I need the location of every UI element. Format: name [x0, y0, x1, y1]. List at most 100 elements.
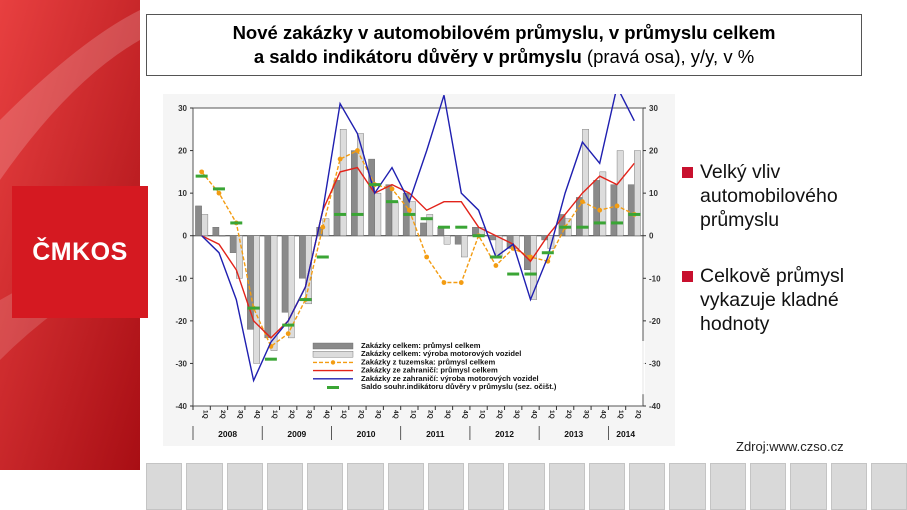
- series-point: [441, 280, 447, 285]
- bar: [512, 235, 520, 249]
- y-tick-label-right: 10: [649, 189, 658, 198]
- title-line-1: Nové zakázky v automobilovém průmyslu, v…: [232, 22, 776, 43]
- y-tick-label-left: 20: [178, 147, 187, 156]
- bullet-square-icon: [682, 167, 693, 178]
- indicator-marker: [247, 306, 260, 310]
- bar: [264, 235, 272, 339]
- y-tick-label-left: 10: [178, 189, 187, 198]
- quarter-label: 3Q: [513, 410, 520, 419]
- partner-logo: [387, 463, 424, 510]
- bar: [524, 235, 531, 270]
- quarter-label: 4Q: [392, 410, 399, 419]
- bar: [218, 235, 226, 237]
- bullet-text: Velký vliv automobilového průmyslu: [700, 161, 838, 231]
- series-point: [199, 169, 205, 175]
- indicator-marker: [455, 225, 468, 229]
- quarter-label: 1Q: [548, 410, 555, 419]
- bar: [461, 235, 468, 258]
- bullet-item: Velký vliv automobilového průmyslu: [678, 160, 898, 232]
- y-tick-label-right: -10: [649, 274, 661, 283]
- indicator-marker: [507, 272, 520, 276]
- indicator-marker: [576, 225, 589, 229]
- dashed-series-line: [201, 149, 635, 348]
- indicator-marker: [230, 221, 243, 225]
- partner-logo: [307, 463, 344, 510]
- indicator-marker: [420, 217, 433, 221]
- bar: [305, 235, 312, 305]
- year-label: 2012: [495, 429, 514, 439]
- y-tick-label-left: -40: [175, 402, 187, 411]
- indicator-marker: [472, 234, 485, 238]
- legend-swatch: [327, 386, 339, 389]
- quarter-label: 1Q: [479, 410, 486, 419]
- year-label: 2014: [616, 429, 635, 439]
- series-point: [597, 207, 603, 213]
- quarter-label: 3Q: [306, 410, 313, 419]
- bar: [610, 184, 618, 236]
- series-point: [614, 203, 620, 209]
- partner-logo: [186, 463, 223, 510]
- indicator-marker: [386, 200, 399, 204]
- bullet-list: Velký vliv automobilového průmyslu Celko…: [678, 160, 898, 368]
- partner-logo: [588, 463, 626, 510]
- indicator-marker: [489, 255, 502, 259]
- quarter-label: 1Q: [409, 410, 416, 419]
- bullet-square-icon: [682, 271, 693, 282]
- bar: [426, 214, 434, 236]
- legend-swatch: [312, 351, 354, 358]
- year-label: 2008: [218, 429, 237, 439]
- series-point: [406, 207, 412, 213]
- partner-logo: [347, 463, 384, 510]
- bar: [368, 158, 375, 236]
- quarter-label: 3Q: [236, 410, 243, 419]
- y-tick-label-right: -40: [649, 402, 661, 411]
- indicator-marker: [437, 225, 450, 229]
- partner-logo-strip: [146, 463, 907, 510]
- series-line: [201, 84, 635, 383]
- y-tick-label-right: 20: [649, 147, 658, 156]
- y-tick-label-right: -30: [649, 359, 661, 368]
- quarter-label: 1Q: [617, 410, 624, 419]
- partner-logo: [749, 463, 787, 510]
- bar: [281, 235, 289, 313]
- bar: [616, 150, 624, 236]
- quarter-label: 1Q: [340, 410, 347, 419]
- indicator-marker: [628, 212, 641, 216]
- bar: [287, 235, 295, 339]
- bar: [253, 235, 261, 364]
- partner-logo: [266, 463, 304, 510]
- bar: [489, 235, 497, 241]
- quarter-label: 2Q: [288, 410, 295, 419]
- indicator-marker: [212, 187, 225, 191]
- partner-logo: [629, 463, 666, 510]
- partner-logo: [669, 463, 706, 510]
- quarter-label: 2Q: [427, 410, 434, 419]
- bar: [212, 226, 220, 236]
- quarter-label: 4Q: [531, 410, 538, 419]
- y-tick-label-left: 0: [183, 232, 188, 241]
- quarter-label: 3Q: [375, 410, 382, 419]
- indicator-marker: [541, 251, 554, 255]
- bar: [420, 222, 427, 236]
- bar: [627, 184, 635, 236]
- indicator-marker: [524, 272, 537, 276]
- series-point: [216, 190, 222, 196]
- y-tick-label-left: 30: [178, 104, 187, 113]
- series-point: [528, 254, 533, 260]
- bar: [339, 129, 347, 236]
- cmkos-logo: ČMKOS: [12, 186, 148, 318]
- series-point: [424, 254, 430, 260]
- indicator-marker: [264, 357, 277, 361]
- chart-image: 30 30 20 20 10 10 0 0 -10 -10 -20 -20 -30 -30 -40 -40 Za…: [163, 84, 675, 446]
- quarter-label: 4Q: [461, 410, 468, 419]
- y-tick-label-right: 30: [649, 104, 658, 113]
- bar: [385, 184, 393, 236]
- bar: [634, 150, 641, 236]
- quarter-label: 2Q: [565, 410, 572, 419]
- legend-label: Zakázky ze zahraničí: výroba motorových …: [361, 374, 539, 383]
- quarter-label: 3Q: [444, 410, 451, 419]
- legend-label: Zakázky celkem: průmysl celkem: [361, 341, 481, 350]
- y-tick-label-left: -20: [175, 317, 187, 326]
- series-point: [389, 186, 395, 192]
- bar: [299, 235, 306, 279]
